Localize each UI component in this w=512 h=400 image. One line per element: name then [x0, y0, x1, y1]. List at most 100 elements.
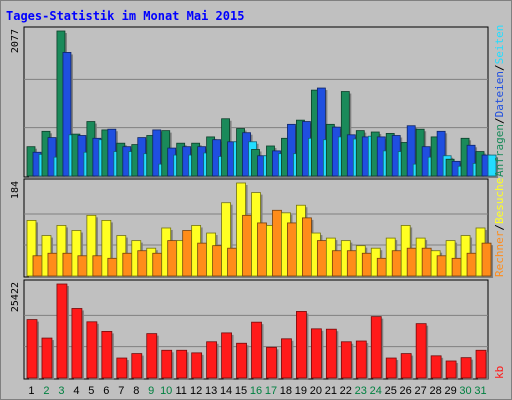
bar-dateien [62, 52, 73, 178]
bar-kb-fill [310, 328, 322, 379]
x-tick-label: 21 [325, 385, 337, 397]
x-tick-label: 6 [103, 385, 109, 397]
bar-besuche-fill [26, 220, 37, 277]
bar-besuche [56, 225, 68, 278]
bar-rechner [481, 242, 494, 278]
bar-besuche [26, 220, 38, 278]
bar-kb [475, 349, 489, 380]
bar-group [475, 151, 499, 178]
bar-group [251, 192, 269, 278]
x-tick-label: 4 [73, 385, 79, 397]
bar-kb [86, 321, 99, 380]
bar-rechner-fill [92, 255, 103, 277]
bar-rechner-fill [47, 252, 58, 277]
x-axis: 1 2 3 4 5 6 7 8 9 10 11 12 13 14 15 16 17 18 19 20 21 22 23 24 2… [28, 385, 486, 397]
bar-dateien [406, 125, 418, 178]
bar-group [281, 212, 299, 278]
bar-rechner-fill [361, 252, 372, 277]
bar-kb-fill [251, 321, 262, 379]
x-tick-label: 26 [400, 385, 412, 397]
x-tick-label: 8 [133, 385, 139, 397]
bar-besuche-fill [86, 214, 97, 277]
legend-besuche: Besuche [493, 178, 506, 224]
panel-visits-ymax-label: 184 [10, 181, 21, 199]
bar-kb [296, 311, 309, 380]
bar-group [161, 349, 174, 380]
bar-rechner-fill [287, 222, 297, 277]
bar-rechner-fill [77, 255, 88, 277]
bar-kb [400, 353, 414, 380]
bar-kb-fill [101, 331, 113, 379]
bar-group [400, 353, 414, 380]
bar-rechner-fill [137, 250, 148, 277]
bar-kb-fill [430, 355, 442, 379]
bar-kb-fill [41, 337, 53, 379]
bar-kb [41, 337, 54, 380]
bar-kb [146, 333, 159, 380]
bar-kb-fill [325, 328, 337, 379]
bar-kb [26, 319, 39, 380]
panel-hits-ymax-label: 2077 [10, 29, 21, 53]
bar-group [340, 341, 354, 380]
bar-besuche-fill [101, 220, 112, 277]
bar-kb [221, 332, 234, 380]
bar-kb [266, 346, 279, 380]
bar-besuche [86, 214, 98, 278]
x-tick-label: 10 [160, 385, 172, 397]
bar-kb-fill [26, 319, 38, 379]
bar-rechner-fill [212, 245, 223, 277]
bar-rechner-fill [436, 255, 447, 277]
bar-group [460, 357, 474, 380]
bar-group [251, 321, 264, 380]
bar-kb-fill [475, 349, 487, 379]
bar-kb [445, 360, 459, 380]
bar-kb [340, 341, 354, 380]
bar-kb-fill [370, 316, 382, 379]
bar-kb-fill [460, 357, 472, 379]
legend-seiten: Seiten [493, 25, 506, 65]
bar-dateien-fill [316, 87, 326, 177]
bar-besuche [101, 220, 113, 278]
x-tick-label: 16 [250, 385, 262, 397]
bar-group [370, 247, 389, 278]
bar-kb [385, 357, 399, 380]
bar-group [370, 316, 384, 380]
bar-kb [251, 321, 264, 380]
bar-dateien [287, 123, 298, 178]
legend-separator: / [493, 64, 506, 71]
bar-group [475, 349, 489, 380]
bar-dateien-fill [152, 129, 162, 177]
bar-kb-fill [266, 346, 277, 379]
bar-group [146, 333, 159, 380]
bar-rechner-fill [242, 214, 252, 277]
bar-dateien-fill [287, 123, 296, 177]
bar-group [266, 346, 279, 380]
bar-besuche [221, 202, 233, 278]
bar-kb-fill [56, 283, 68, 379]
bar-group [445, 360, 459, 380]
bar-group [385, 237, 404, 278]
bar-group [310, 232, 329, 278]
legend-kb: kb [493, 366, 506, 379]
bar-group [475, 227, 494, 278]
x-tick-label: 18 [280, 385, 292, 397]
x-tick-label: 19 [295, 385, 307, 397]
bar-kb [56, 283, 69, 380]
bar-group [56, 283, 69, 380]
bar-kb [116, 357, 129, 380]
bar-group [281, 338, 294, 380]
bar-rechner-fill [466, 252, 477, 277]
x-tick-label: 3 [58, 385, 64, 397]
bar-rechner-fill [32, 255, 43, 277]
bar-group [296, 204, 314, 278]
bar-rechner-fill [197, 242, 208, 277]
bar-group [41, 337, 54, 380]
bar-dateien-fill [406, 125, 416, 177]
legend-rechner: Rechner [493, 230, 506, 277]
bar-group [221, 332, 234, 380]
x-tick-label: 11 [175, 385, 186, 397]
bar-rechner-fill [227, 247, 237, 277]
bar-rechner-fill [152, 252, 163, 277]
